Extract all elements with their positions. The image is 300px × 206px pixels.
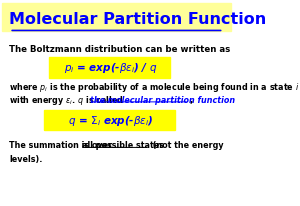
- FancyBboxPatch shape: [2, 4, 230, 32]
- Text: The Boltzmann distribution can be written as: The Boltzmann distribution can be writte…: [9, 45, 231, 54]
- Text: Molecular Partition Function: Molecular Partition Function: [9, 12, 267, 27]
- Text: where $p_i$ is the probability of a molecule being found in a state $i$: where $p_i$ is the probability of a mole…: [9, 81, 300, 94]
- Text: (not the energy: (not the energy: [150, 141, 224, 150]
- Text: levels).: levels).: [9, 154, 43, 163]
- Text: The summation is over: The summation is over: [9, 141, 115, 150]
- Text: $q$ = $\Sigma_i$ exp(-$\beta\varepsilon_i$): $q$ = $\Sigma_i$ exp(-$\beta\varepsilon_…: [68, 114, 153, 128]
- Text: $p_i$ = exp(-$\beta\varepsilon_i$) / $q$: $p_i$ = exp(-$\beta\varepsilon_i$) / $q$: [64, 61, 158, 75]
- Text: ,: ,: [189, 95, 192, 104]
- FancyBboxPatch shape: [44, 110, 175, 131]
- Text: with energy $\varepsilon_i$. $q$ is called: with energy $\varepsilon_i$. $q$ is call…: [9, 94, 125, 106]
- Text: the molecular partition function: the molecular partition function: [90, 95, 235, 104]
- Text: all possible states: all possible states: [82, 141, 164, 150]
- FancyBboxPatch shape: [49, 58, 170, 78]
